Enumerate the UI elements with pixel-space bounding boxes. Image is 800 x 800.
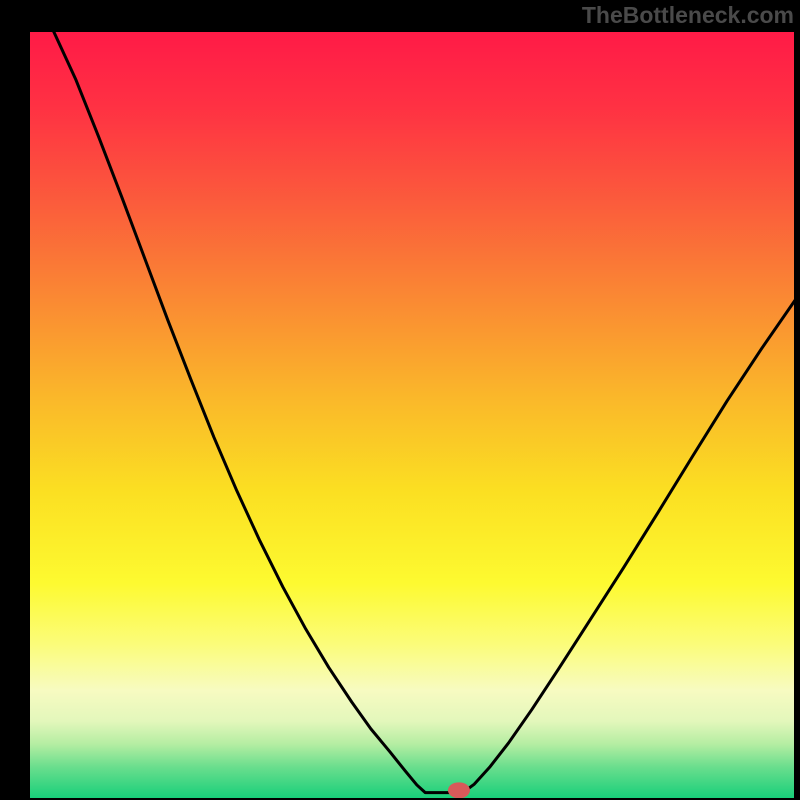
optimal-marker — [448, 782, 470, 798]
plot-area — [30, 30, 796, 798]
chart-container: TheBottleneck.com — [0, 0, 800, 800]
watermark-text: TheBottleneck.com — [582, 2, 794, 29]
bottleneck-curve-path — [53, 30, 796, 793]
bottleneck-curve — [30, 30, 796, 798]
